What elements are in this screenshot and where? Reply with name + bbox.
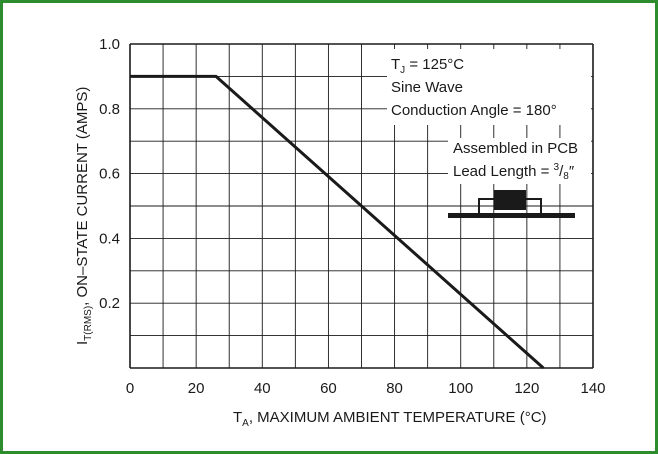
x-tick-label: 20 bbox=[188, 380, 205, 397]
x-tick-label: 40 bbox=[254, 380, 271, 397]
annotation-angle: Conduction Angle = 180° bbox=[391, 102, 557, 119]
annotation-wave: Sine Wave bbox=[391, 79, 463, 96]
x-tick-label: 0 bbox=[126, 380, 134, 397]
x-ticks: 0 20 40 60 80 100 120 140 bbox=[126, 380, 606, 397]
x-tick-label: 60 bbox=[320, 380, 337, 397]
y-tick-label: 1.0 bbox=[99, 36, 120, 53]
series-line bbox=[130, 74, 545, 370]
y-tick-label: 0.4 bbox=[99, 230, 120, 247]
x-tick-label: 80 bbox=[386, 380, 403, 397]
package-icon bbox=[448, 190, 575, 218]
x-tick-label: 140 bbox=[580, 380, 605, 397]
annotation-background-2 bbox=[448, 138, 591, 184]
series bbox=[130, 74, 545, 370]
y-ticks: 0.2 0.4 0.6 0.8 1.0 bbox=[99, 36, 120, 312]
annotation-pcb: Assembled in PCB bbox=[453, 140, 578, 157]
chart: 0.2 0.4 0.6 0.8 1.0 0 20 40 60 80 100 120 140 TJ = … bbox=[74, 36, 606, 429]
annotation-lead: Lead Length = 3/8″ bbox=[453, 162, 575, 182]
x-tick-label: 100 bbox=[448, 380, 473, 397]
y-axis-label: IT(RMS), ON–STATE CURRENT (AMPS) bbox=[74, 87, 94, 345]
y-tick-label: 0.2 bbox=[99, 295, 120, 312]
y-tick-label: 0.8 bbox=[99, 101, 120, 118]
annotation-tj: TJ = 125°C bbox=[391, 56, 464, 76]
x-axis-label: TA, MAXIMUM AMBIENT TEMPERATURE (°C) bbox=[233, 409, 547, 429]
y-tick-label: 0.6 bbox=[99, 166, 120, 183]
x-tick-label: 120 bbox=[514, 380, 539, 397]
annotation-background bbox=[387, 49, 591, 125]
